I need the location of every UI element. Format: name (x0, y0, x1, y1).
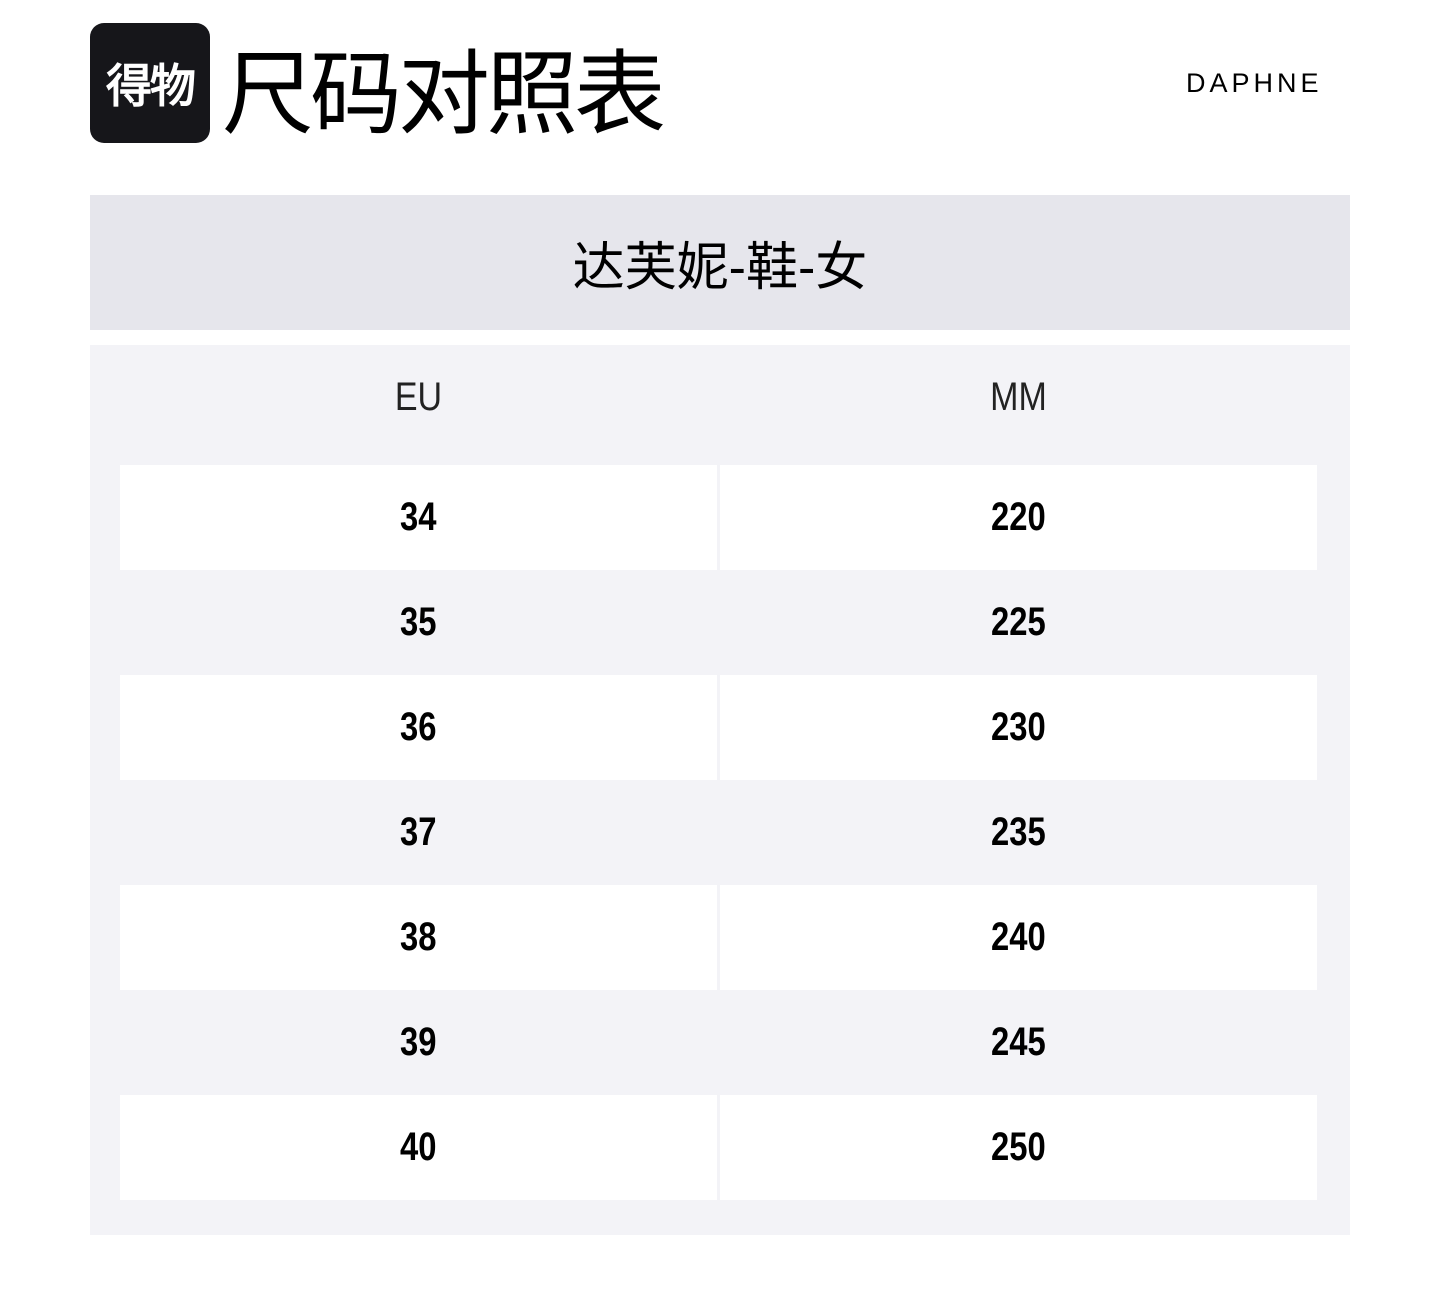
cell-eu: 39 (120, 990, 717, 1095)
cell-mm: 245 (720, 990, 1317, 1095)
cell-mm: 240 (720, 885, 1317, 990)
cell-value: 38 (400, 915, 437, 959)
category-title: 达芙妮-鞋-女 (572, 239, 868, 297)
cell-value: 250 (991, 1125, 1046, 1169)
cell-value: 225 (991, 600, 1046, 644)
column-header-eu: EU (394, 375, 443, 419)
cell-eu: 40 (120, 1095, 717, 1200)
table-row: 38 240 (120, 885, 1317, 990)
table-row: 36 230 (120, 675, 1317, 780)
cell-eu: 37 (120, 780, 717, 885)
brand-name: DAPHNE (1186, 68, 1323, 98)
size-table: EU MM 34 220 35 225 36 230 37 235 38 240 39 245 40 25… (90, 345, 1350, 1235)
table-row: 34 220 (120, 465, 1317, 570)
table-row: 35 225 (120, 570, 1317, 675)
column-header-mm: MM (990, 375, 1047, 419)
cell-value: 37 (400, 810, 437, 854)
cell-value: 245 (991, 1020, 1046, 1064)
cell-mm: 250 (720, 1095, 1317, 1200)
cell-value: 235 (991, 810, 1046, 854)
cell-eu: 36 (120, 675, 717, 780)
dewu-logo: 得物 (90, 23, 210, 143)
cell-value: 36 (400, 705, 437, 749)
cell-mm: 235 (720, 780, 1317, 885)
cell-eu: 35 (120, 570, 717, 675)
table-row: 39 245 (120, 990, 1317, 1095)
table-row: 37 235 (120, 780, 1317, 885)
cell-value: 220 (991, 495, 1046, 539)
cell-eu: 38 (120, 885, 717, 990)
cell-value: 35 (400, 600, 437, 644)
page-title: 尺码对照表 (222, 44, 666, 146)
cell-value: 40 (400, 1125, 437, 1169)
category-header: 达芙妮-鞋-女 (90, 195, 1350, 330)
cell-mm: 230 (720, 675, 1317, 780)
cell-mm: 220 (720, 465, 1317, 570)
cell-value: 34 (400, 495, 437, 539)
cell-value: 39 (400, 1020, 437, 1064)
cell-mm: 225 (720, 570, 1317, 675)
cell-eu: 34 (120, 465, 717, 570)
table-row: 40 250 (120, 1095, 1317, 1200)
cell-value: 240 (991, 915, 1046, 959)
cell-value: 230 (991, 705, 1046, 749)
